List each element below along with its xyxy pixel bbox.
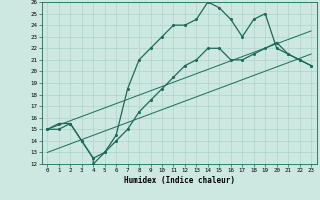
X-axis label: Humidex (Indice chaleur): Humidex (Indice chaleur) bbox=[124, 176, 235, 185]
